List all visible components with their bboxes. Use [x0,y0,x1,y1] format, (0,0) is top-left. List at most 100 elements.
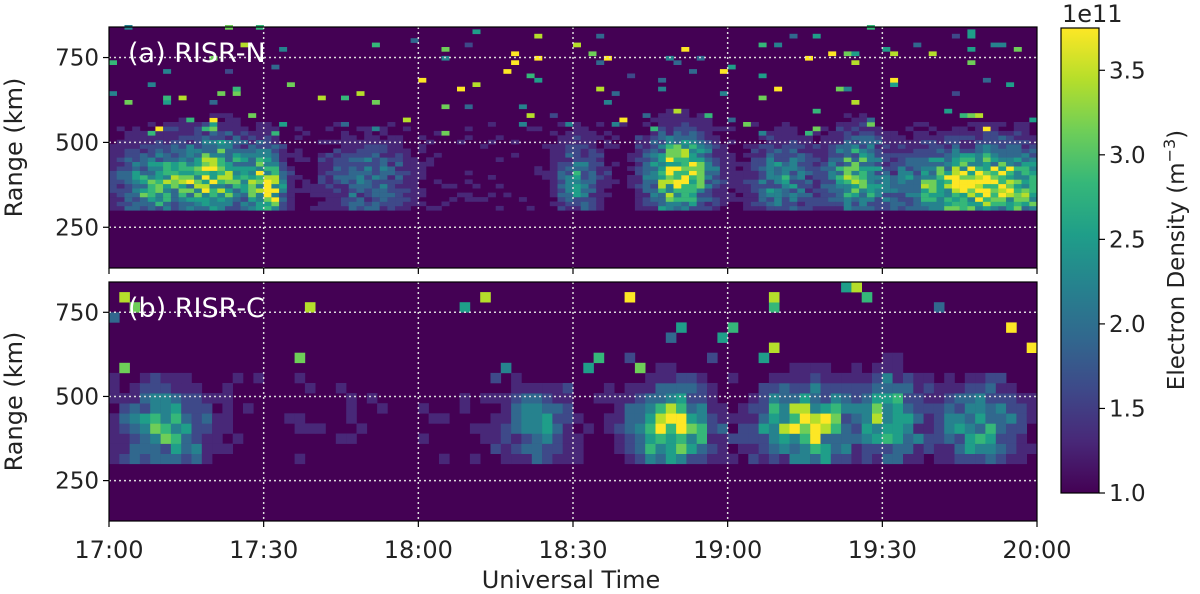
heatmap-cell [995,383,1007,394]
heatmap-cell [279,175,288,180]
heatmap-cell [797,170,806,176]
heatmap-cell [982,170,991,176]
heatmap-cell [147,179,156,185]
heatmap-cell [923,403,935,414]
heatmap-cell [707,453,718,465]
heatmap-cell [178,205,187,211]
heatmap-cell [913,192,922,198]
heatmap-cell [603,413,615,424]
heatmap-cell [310,188,319,193]
y-tick-label: 500 [55,384,99,410]
heatmap-cell [766,166,775,171]
heatmap-cell [624,383,636,394]
heatmap-cell [333,179,342,185]
heatmap-cell [805,157,813,162]
heatmap-cell [851,372,862,384]
heatmap-cell [573,148,581,154]
heatmap-cell [580,183,589,189]
heatmap-cell [843,148,852,154]
heatmap-cell [774,126,783,132]
heatmap-cell [209,148,218,154]
heatmap-cell [263,175,272,180]
heatmap-cell [155,179,164,185]
colorbar-label: Electron Density (m−3) [1160,130,1190,390]
heatmap-cell [573,152,581,158]
heatmap-cell [872,372,883,384]
heatmap-cell [665,201,674,207]
heatmap-cell [356,423,368,434]
heatmap-cell [897,205,906,211]
heatmap-cell [240,148,249,154]
heatmap-cell [897,152,906,158]
heatmap-cell [286,179,295,185]
heatmap-cell [758,453,770,465]
heatmap-cell [255,179,264,185]
heatmap-cell [132,139,141,145]
heatmap-cell [859,188,868,193]
heatmap-cell [333,161,342,167]
heatmap-cell [155,175,164,180]
heatmap-cell [317,161,326,167]
heatmap-cell [155,135,164,140]
heatmap-cell [279,47,288,52]
heatmap-cell [163,183,172,189]
heatmap-cell [139,135,148,140]
heatmap-cell [371,166,380,171]
heatmap-cell [872,383,883,394]
heatmap-cell [129,413,141,424]
heatmap-cell [781,188,790,193]
heatmap-cell [933,433,945,444]
heatmap-cell [903,453,914,465]
heatmap-cell [248,183,257,189]
heatmap-cell [774,197,783,202]
heatmap-cell [191,403,203,414]
y-axis-label: Range (km) [0,332,28,472]
heatmap-cell [191,453,203,465]
heatmap-cell [209,135,218,140]
heatmap-cell [866,130,875,136]
heatmap-cell [735,161,744,167]
heatmap-cell [150,423,161,434]
heatmap-cell [743,179,752,185]
heatmap-cell [557,139,566,145]
heatmap-cell [139,372,151,384]
heatmap-cell [379,161,388,167]
heatmap-cell [689,139,697,145]
heatmap-cell [596,205,605,211]
heatmap-cell [139,393,151,404]
panel-label: (b) RISR-C [128,293,265,324]
heatmap-cell [645,403,656,414]
heatmap-cell [573,413,584,424]
heatmap-cell [271,170,280,176]
heatmap-cell [650,135,659,140]
heatmap-cell [913,393,924,404]
heatmap-cell [828,183,837,189]
heatmap-cell [921,197,929,202]
heatmap-cell [975,170,984,176]
heatmap-cell [418,144,427,149]
heatmap-cell [982,77,991,83]
heatmap-cell [892,443,904,454]
heatmap-cell [719,69,728,74]
heatmap-cell [178,148,187,154]
heatmap-cell [170,166,179,171]
heatmap-cell [874,175,883,180]
heatmap-cell [209,179,218,185]
heatmap-cell [797,152,806,158]
heatmap-cell [704,205,713,211]
heatmap-cell [964,372,976,384]
heatmap-cell [758,135,767,140]
heatmap-cell [603,130,612,136]
heatmap-cell [964,443,976,454]
heatmap-cell [279,166,288,171]
heatmap-cell [109,157,117,162]
heatmap-cell [526,113,535,118]
heatmap-cell [279,183,288,189]
heatmap-cell [588,183,597,189]
heatmap-cell [797,205,806,211]
heatmap-cell [531,433,543,444]
heatmap-cell [534,126,543,132]
heatmap-cell [371,126,380,132]
heatmap-cell [820,433,832,444]
